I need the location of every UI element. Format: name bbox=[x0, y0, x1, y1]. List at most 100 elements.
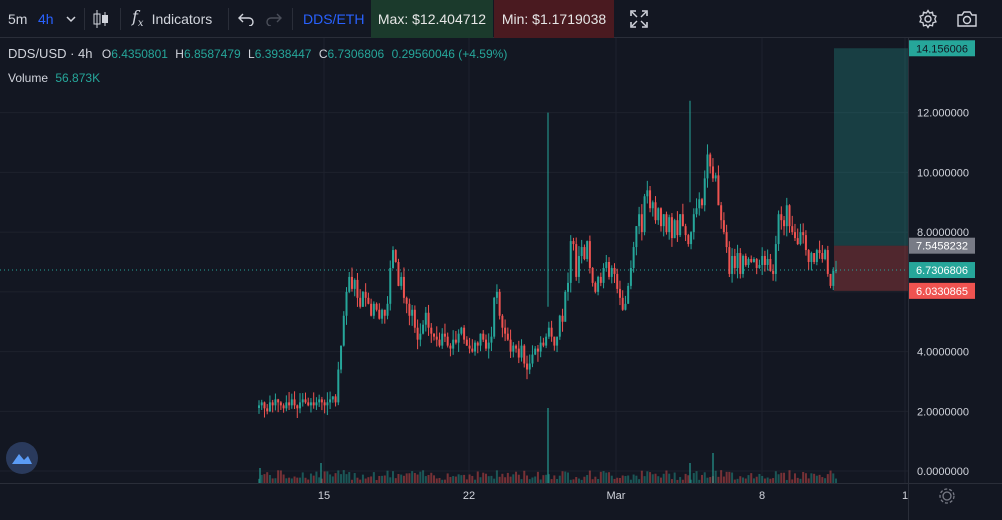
candle-body bbox=[446, 336, 449, 346]
volume-bar bbox=[487, 476, 490, 483]
candle-body bbox=[460, 327, 463, 334]
candle-body bbox=[378, 309, 381, 319]
candle-body bbox=[684, 226, 687, 236]
volume-bar bbox=[359, 479, 362, 483]
candle-body bbox=[750, 259, 753, 262]
candle-body bbox=[829, 273, 832, 286]
volume-bar bbox=[268, 475, 271, 483]
candle-body bbox=[690, 232, 693, 245]
candle-body bbox=[340, 345, 343, 370]
volume-bar bbox=[536, 471, 539, 483]
candle-body bbox=[536, 348, 539, 352]
price-chart[interactable]: 0.00000002.00000004.00000006.00000008.00… bbox=[0, 38, 1002, 520]
volume-bar bbox=[290, 478, 293, 483]
candle-body bbox=[627, 285, 630, 304]
candle-body bbox=[506, 333, 509, 340]
candle-body bbox=[413, 309, 416, 328]
y-tick-label: 4.0000000 bbox=[917, 347, 969, 359]
interval-5m-button[interactable]: 5m bbox=[8, 10, 28, 27]
axis-settings-gear-icon[interactable] bbox=[939, 488, 955, 504]
candle-body bbox=[350, 276, 353, 289]
fullscreen-icon[interactable] bbox=[630, 0, 648, 37]
price-tag-take-profit bbox=[909, 40, 975, 57]
volume-bar bbox=[780, 472, 783, 483]
volume-bar bbox=[602, 471, 605, 483]
volume-bar bbox=[340, 474, 343, 483]
stop-loss-zone bbox=[834, 245, 908, 291]
candle-body bbox=[315, 402, 318, 406]
candle-body bbox=[744, 256, 747, 265]
volume-bar bbox=[394, 478, 397, 483]
volume-bar bbox=[832, 473, 835, 483]
volume-bar bbox=[375, 479, 378, 483]
candle-body bbox=[796, 238, 799, 245]
redo-icon[interactable] bbox=[266, 0, 282, 37]
volume-bar bbox=[430, 472, 433, 483]
take-profit-zone bbox=[834, 48, 908, 246]
candle-body bbox=[408, 303, 411, 316]
candle-body bbox=[791, 226, 794, 233]
volume-bar bbox=[441, 479, 444, 483]
candles-chart-type-icon[interactable] bbox=[92, 0, 110, 37]
settings-gear-icon[interactable] bbox=[918, 0, 938, 37]
candle-body bbox=[318, 399, 321, 403]
candle-body bbox=[419, 333, 422, 340]
interval-4h-button[interactable]: 4h bbox=[38, 10, 54, 27]
indicators-button[interactable]: fx Indicators bbox=[132, 0, 212, 37]
candle-body bbox=[359, 297, 362, 307]
compare-symbol-link[interactable]: DDS/ETH bbox=[303, 10, 365, 27]
interval-dropdown-chevron-icon[interactable] bbox=[66, 0, 76, 37]
volume-bar bbox=[728, 471, 731, 483]
candle-body bbox=[649, 190, 652, 209]
volume-spike-bar bbox=[689, 463, 691, 483]
candle-body bbox=[632, 247, 635, 268]
candle-body bbox=[679, 214, 682, 236]
legend-low-value: 6.3938447 bbox=[254, 47, 312, 61]
candle-body bbox=[763, 256, 766, 265]
candle-body bbox=[597, 276, 600, 292]
candle-body bbox=[567, 282, 570, 292]
volume-bar bbox=[386, 470, 389, 483]
volume-bar bbox=[739, 476, 742, 483]
volume-bar bbox=[788, 470, 791, 483]
candle-body bbox=[474, 342, 477, 352]
volume-bar bbox=[558, 475, 561, 483]
volume-bar bbox=[329, 474, 332, 483]
candle-body bbox=[405, 297, 408, 304]
candle-body bbox=[813, 253, 816, 262]
candle-body bbox=[400, 276, 403, 286]
volume-bar bbox=[807, 478, 810, 483]
volume-bar bbox=[515, 471, 518, 483]
tradingview-logo-icon[interactable] bbox=[6, 442, 38, 474]
candle-body bbox=[654, 202, 657, 221]
volume-bar bbox=[799, 478, 802, 483]
undo-icon[interactable] bbox=[238, 0, 254, 37]
volume-bar bbox=[580, 479, 583, 483]
candle-body bbox=[575, 244, 578, 277]
candle-body bbox=[668, 217, 671, 233]
candle-body bbox=[353, 279, 356, 289]
volume-bar bbox=[378, 475, 381, 483]
top-toolbar: 5m 4h fx Indicators DDS/ETH Max: $12.404… bbox=[0, 0, 1002, 38]
volume-bar bbox=[813, 473, 816, 483]
volume-bar bbox=[662, 473, 665, 483]
volume-bar bbox=[679, 477, 682, 483]
candle-body bbox=[670, 217, 673, 239]
camera-snapshot-icon[interactable] bbox=[956, 0, 978, 37]
volume-bar bbox=[698, 479, 701, 483]
candle-body bbox=[424, 312, 427, 325]
candle-body bbox=[288, 402, 291, 406]
candle-body bbox=[815, 250, 818, 262]
volume-bar bbox=[293, 476, 296, 483]
volume-bar bbox=[835, 478, 837, 483]
candle-body bbox=[435, 336, 438, 340]
legend-symbol: DDS/USD · 4h bbox=[8, 46, 93, 61]
candle-body bbox=[780, 214, 783, 221]
volume-bar bbox=[572, 479, 575, 483]
volume-bar bbox=[495, 470, 498, 483]
volume-bar bbox=[556, 479, 559, 483]
axis-settings-gear-icon[interactable] bbox=[942, 491, 952, 501]
candle-body bbox=[722, 220, 725, 233]
volume-bar bbox=[504, 477, 507, 483]
volume-bar bbox=[769, 478, 772, 483]
